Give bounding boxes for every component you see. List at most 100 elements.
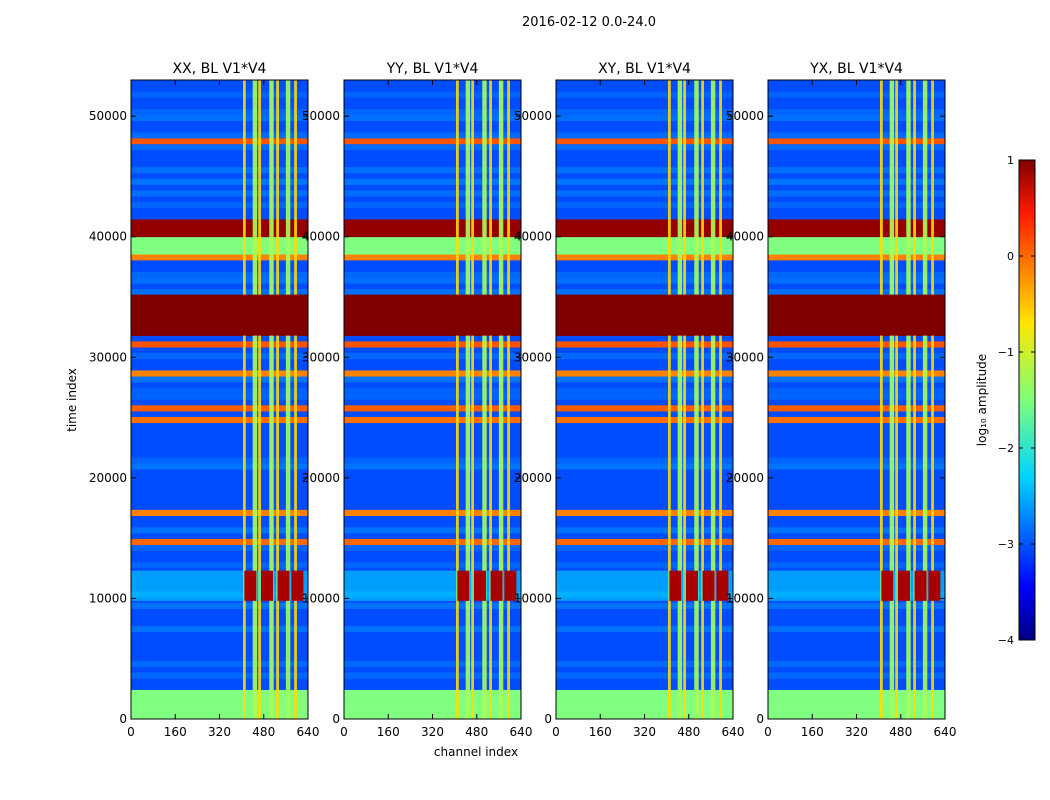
- heatmap-row: [556, 109, 733, 116]
- heatmap-row: [768, 114, 945, 121]
- heatmap-row: [344, 167, 521, 174]
- heatmap-row: [768, 201, 945, 209]
- heatmap-row: [556, 143, 733, 151]
- x-tick-label: 320: [208, 725, 231, 739]
- y-tick-label: 20000: [514, 471, 552, 485]
- rfi-channel-column: [677, 80, 683, 719]
- y-tick-label: 0: [756, 712, 764, 726]
- x-tick-label: 160: [164, 725, 187, 739]
- y-tick-label: 40000: [89, 230, 127, 244]
- y-tick-label: 0: [332, 712, 340, 726]
- x-tick-label: 0: [764, 725, 772, 739]
- rfi-channel-column: [489, 80, 492, 719]
- rfi-channel-column: [507, 80, 510, 719]
- rfi-channel-column: [482, 80, 487, 719]
- burst-hotspot: [914, 570, 927, 601]
- heatmap-row: [344, 219, 521, 226]
- heatmap-row: [768, 416, 945, 424]
- heatmap-row: [131, 353, 308, 360]
- heatmap-row: [768, 271, 945, 278]
- heatmap-row: [768, 393, 945, 400]
- heatmap-row: [556, 277, 733, 284]
- heatmap-row: [768, 370, 945, 377]
- heatmap-row: [344, 538, 521, 546]
- heatmap-row: [131, 242, 308, 249]
- heatmap-row: [768, 626, 945, 633]
- heatmap-row: [556, 660, 733, 668]
- heatmap-row: [344, 254, 521, 261]
- heatmap-row: [556, 626, 733, 633]
- heatmap-row: [344, 457, 521, 464]
- burst-hotspot: [685, 570, 698, 601]
- x-tick-label: 0: [552, 725, 560, 739]
- heatmap-row: [556, 393, 733, 400]
- panel-title: YY, BL V1*V4: [386, 61, 479, 77]
- y-tick-label: 20000: [89, 471, 127, 485]
- burst-hotspot: [244, 570, 257, 601]
- heatmap-row: [344, 701, 521, 708]
- colorbar-ticks: 1 0 −1 −2 −3 −4: [998, 154, 1035, 647]
- heatmap-row: [768, 167, 945, 174]
- heatmap-row: [768, 254, 945, 261]
- y-tick-label: 50000: [726, 109, 764, 123]
- colorbar-label: log₁₀ amplitude: [975, 354, 989, 446]
- heatmap-row: [768, 672, 945, 679]
- heatmap-row: [131, 626, 308, 633]
- colorbar-tick-label: 0: [1007, 250, 1014, 263]
- heatmap-row: [556, 370, 733, 377]
- rfi-channel-column: [276, 80, 279, 719]
- heatmap-row: [131, 289, 308, 296]
- heatmap-row: [768, 376, 945, 383]
- heatmap-row: [344, 236, 521, 243]
- heatmap-row: [131, 701, 308, 708]
- rfi-channel-column: [880, 80, 883, 719]
- y-tick-label: 20000: [302, 471, 340, 485]
- heatmap-row: [556, 231, 733, 238]
- heatmap-row: [131, 707, 308, 714]
- rfi-channel-column: [710, 80, 716, 719]
- heatmap-row: [768, 457, 945, 464]
- rfi-channel-column: [694, 80, 699, 719]
- heatmap-row: [131, 405, 308, 412]
- heatmap-row: [768, 178, 945, 185]
- heatmap-row: [344, 672, 521, 679]
- heatmap-row: [344, 289, 521, 296]
- heatmap-row: [344, 370, 521, 377]
- heatmap-row: [131, 538, 308, 546]
- y-tick-label: 30000: [302, 350, 340, 364]
- y-tick-label: 40000: [726, 230, 764, 244]
- heatmap-row: [131, 602, 308, 609]
- heatmap-row: [344, 602, 521, 609]
- colorbar-gradient: [1018, 159, 1036, 641]
- heatmap-row: [131, 393, 308, 400]
- heatmap-row: [556, 236, 733, 243]
- heatmap-row: [131, 167, 308, 174]
- x-tick-label: 480: [252, 725, 275, 739]
- rfi-channel-column: [922, 80, 928, 719]
- heatmap-row: [556, 387, 733, 394]
- y-tick-label: 0: [544, 712, 552, 726]
- heatmap-row: [131, 509, 308, 516]
- heatmap-row: [556, 248, 733, 255]
- heatmap-row: [344, 341, 521, 348]
- heatmap-row: [131, 254, 308, 261]
- heatmap-row: [768, 138, 945, 145]
- burst-hotspot: [260, 570, 273, 601]
- heatmap-row: [131, 109, 308, 116]
- x-tick-label: 160: [589, 725, 612, 739]
- x-tick-label: 480: [677, 725, 700, 739]
- rfi-channel-column: [498, 80, 504, 719]
- heatmap-row: [556, 527, 733, 534]
- heatmap-row: [556, 672, 733, 679]
- heatmap-row: [344, 109, 521, 116]
- rfi-channel-column: [269, 80, 274, 719]
- heatmap-row: [768, 109, 945, 116]
- heatmap-row: [556, 602, 733, 609]
- heatmap-row: [344, 463, 521, 470]
- heatmap-row: [768, 277, 945, 284]
- panel-yy: YY, BL V1*V4 0 160 320 480 640 0 10000 20000 3000…: [302, 61, 533, 739]
- heatmap-row: [131, 248, 308, 255]
- colorbar: 1 0 −1 −2 −3 −4 log₁₀ amplitude: [975, 154, 1036, 647]
- heatmap-row: [344, 509, 521, 516]
- heatmap-row: [344, 527, 521, 534]
